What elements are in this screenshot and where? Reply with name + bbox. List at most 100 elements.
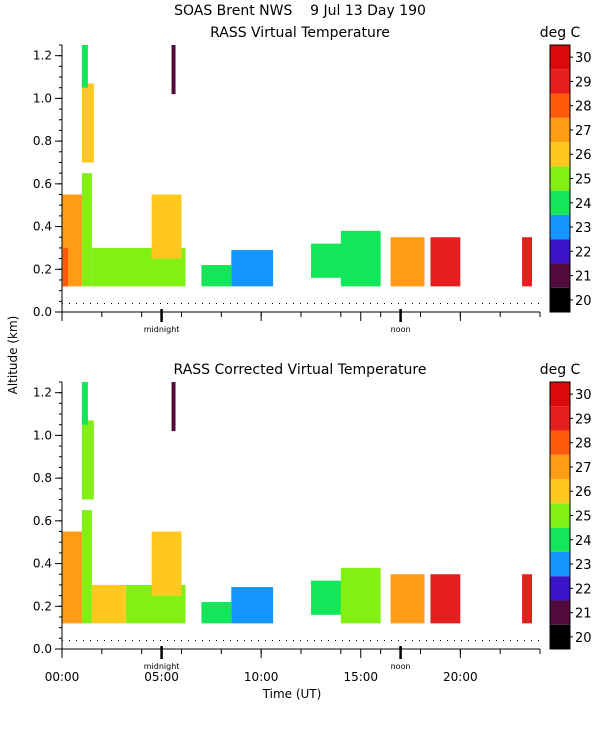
colorbar-tick-label: 20	[575, 294, 592, 309]
temperature-cell	[201, 602, 232, 624]
temperature-cell	[171, 382, 176, 432]
colorbar-segment	[550, 239, 570, 264]
colorbar-segment	[550, 166, 570, 191]
temperature-cell	[201, 265, 232, 287]
temperature-cell	[91, 584, 126, 624]
temperature-cell	[151, 194, 182, 259]
temperature-cell	[62, 247, 68, 287]
temperature-cell	[390, 574, 425, 624]
colorbar-tick-label: 30	[575, 51, 592, 66]
time-marker-label: midnight	[144, 662, 180, 671]
colorbar-segment	[550, 479, 570, 504]
colorbar-tick-label: 28	[575, 100, 592, 115]
x-tick-label: 00:00	[45, 670, 80, 684]
temperature-cell	[171, 45, 176, 95]
colorbar-segment	[550, 551, 570, 577]
colorbar-segment	[550, 214, 570, 240]
temperature-cell	[430, 237, 461, 287]
colorbar-tick-label: 20	[575, 631, 592, 646]
colorbar-segment	[550, 93, 570, 118]
temperature-cell	[62, 531, 82, 624]
colorbar-segment	[550, 624, 570, 649]
y-tick-label: 0.4	[33, 220, 52, 234]
y-tick-label: 0.4	[33, 557, 52, 571]
colorbar-tick-label: 22	[575, 582, 592, 597]
colorbar-segment	[550, 430, 570, 455]
colorbar-segment	[550, 406, 570, 431]
colorbar-segment	[550, 287, 570, 312]
panel-title: RASS Virtual Temperature	[210, 25, 390, 41]
colorbar-segment	[550, 503, 570, 528]
colorbar-segment	[550, 69, 570, 94]
y-tick-label: 0.2	[33, 262, 52, 276]
time-marker-label: midnight	[144, 325, 180, 334]
y-tick-label: 1.0	[33, 428, 52, 442]
main-title: SOAS Brent NWS 9 Jul 13 Day 190	[174, 3, 426, 19]
colorbar-tick-label: 28	[575, 437, 592, 452]
colorbar-tick-label: 23	[575, 221, 592, 236]
colorbar-tick-label: 27	[575, 124, 592, 139]
x-tick-label: 10:00	[244, 670, 279, 684]
colorbar-segment	[550, 45, 570, 70]
x-axis-label: Time (UT)	[262, 687, 322, 701]
colorbar-tick-label: 22	[575, 245, 592, 260]
temperature-cell	[430, 574, 461, 624]
colorbar-tick-label: 23	[575, 558, 592, 573]
colorbar-segment	[550, 142, 570, 167]
colorbar-tick-label: 25	[575, 510, 592, 525]
colorbar-segment	[550, 190, 570, 215]
colorbar-tick-label: 25	[575, 173, 592, 188]
temperature-cell	[81, 45, 88, 88]
panel-title: RASS Corrected Virtual Temperature	[174, 362, 427, 378]
colorbar-segment	[550, 576, 570, 601]
y-tick-label: 0.2	[33, 599, 52, 613]
colorbar-tick-label: 30	[575, 388, 592, 403]
colorbar-tick-label: 27	[575, 461, 592, 476]
y-tick-label: 0.8	[33, 471, 52, 485]
colorbar-tick-label: 24	[575, 534, 592, 549]
y-tick-label: 0.8	[33, 134, 52, 148]
temperature-cell	[151, 531, 182, 596]
temperature-cell	[231, 587, 274, 624]
temperature-cell	[81, 510, 92, 624]
y-tick-label: 0.0	[33, 305, 52, 319]
y-tick-label: 1.0	[33, 91, 52, 105]
colorbar-segment	[550, 600, 570, 625]
temperature-cell	[340, 230, 381, 287]
time-marker-label: noon	[391, 325, 411, 334]
colorbar-tick-label: 21	[575, 270, 592, 285]
y-tick-label: 0.6	[33, 514, 52, 528]
temperature-cell	[81, 420, 94, 500]
time-marker-label: noon	[391, 662, 411, 671]
panel-virtual-temperature: RASS Virtual Temperature 0.0 0.2 0.4 0.6 0.8 1…	[33, 25, 592, 334]
temperature-cell	[340, 567, 381, 624]
colorbar-tick-label: 26	[575, 485, 592, 500]
temperature-cell	[522, 237, 533, 287]
colorbar-segment	[550, 527, 570, 552]
x-tick-label: 05:00	[144, 670, 179, 684]
colorbar-segment	[550, 382, 570, 407]
temperature-cell	[231, 250, 274, 287]
temperature-cell	[390, 237, 425, 287]
colorbar-label: deg C	[540, 362, 581, 378]
temperature-cell	[81, 382, 88, 425]
colorbar-segment	[550, 117, 570, 143]
colorbar-tick-label: 29	[575, 412, 592, 427]
colorbar-tick-label: 24	[575, 197, 592, 212]
x-tick-label: 20:00	[443, 670, 478, 684]
colorbar-segment	[550, 454, 570, 480]
y-tick-label: 0.6	[33, 177, 52, 191]
x-tick-label: 15:00	[343, 670, 378, 684]
colorbar-tick-label: 21	[575, 607, 592, 622]
y-tick-label: 1.2	[33, 49, 52, 63]
colorbar-tick-label: 29	[575, 75, 592, 90]
temperature-cell	[81, 83, 94, 163]
colorbar-label: deg C	[540, 25, 581, 41]
colorbar-segment	[550, 263, 570, 288]
temperature-cell	[522, 574, 533, 624]
panel-corrected-virtual-temperature: RASS Corrected Virtual Temperature 0.0 0.2…	[33, 362, 592, 684]
y-axis-label: Altitude (km)	[6, 316, 20, 395]
y-tick-label: 1.2	[33, 386, 52, 400]
temperature-cell	[81, 173, 92, 287]
